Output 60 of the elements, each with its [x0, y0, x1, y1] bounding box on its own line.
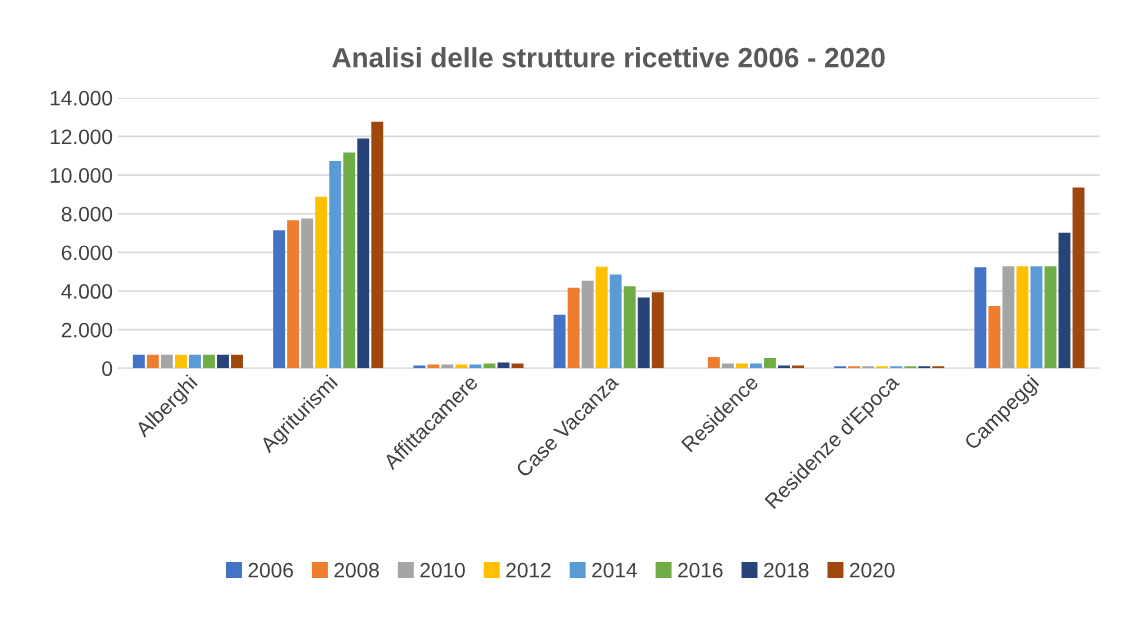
bar [1030, 266, 1043, 369]
bar [988, 305, 1001, 369]
bar [553, 314, 566, 369]
bar [637, 297, 650, 369]
bar [609, 274, 622, 369]
bar [174, 354, 187, 369]
bar [160, 354, 173, 369]
bar [567, 287, 580, 369]
bar [203, 354, 215, 369]
y-tick-label: 0 [102, 361, 113, 377]
legend-label: 2006 [248, 562, 293, 578]
bar [371, 121, 384, 369]
bar [651, 292, 664, 369]
bar [1058, 232, 1071, 369]
y-tick-label: 4.000 [61, 284, 113, 299]
y-tick-label: 8.000 [61, 206, 113, 222]
bar [343, 152, 356, 369]
bar [132, 354, 145, 369]
chart-title: Analisi delle strutture ricettive 2006 - 2020 [332, 47, 885, 68]
bar [273, 230, 286, 369]
bar [483, 363, 496, 369]
bar [792, 365, 804, 369]
legend-label: 2008 [334, 562, 379, 578]
bar [1016, 266, 1029, 369]
legend-label: 2020 [850, 562, 895, 578]
y-tick-label: 2.000 [61, 322, 113, 338]
bar [329, 160, 342, 369]
y-tick-label: 12.000 [50, 129, 113, 145]
y-tick-label: 14.000 [50, 90, 113, 106]
y-tick-label: 6.000 [61, 245, 113, 261]
bar [581, 280, 594, 369]
bar [469, 364, 482, 369]
bar [301, 218, 314, 369]
bar [595, 266, 608, 369]
bar [441, 364, 454, 369]
bar [231, 354, 243, 369]
y-tick-label: 10.000 [50, 168, 113, 183]
bar [455, 364, 468, 369]
bar [357, 138, 370, 369]
legend-label: 2018 [764, 562, 809, 578]
bar [413, 365, 426, 369]
bar [1044, 266, 1057, 369]
bar [146, 354, 159, 369]
bar [217, 354, 229, 369]
bar [287, 220, 300, 369]
legend-label: 2012 [506, 562, 551, 578]
bar [1002, 266, 1015, 369]
bar [1072, 187, 1085, 369]
bar [974, 267, 987, 369]
bar [315, 196, 328, 369]
bar [188, 354, 201, 369]
legend-label: 2014 [592, 562, 637, 578]
legend-label: 2016 [678, 562, 723, 578]
bar [778, 365, 790, 369]
bar [623, 286, 636, 369]
legend-label: 2010 [420, 562, 465, 578]
bar [764, 358, 776, 369]
bar [707, 357, 720, 369]
bar [511, 363, 524, 369]
bar [427, 364, 440, 369]
